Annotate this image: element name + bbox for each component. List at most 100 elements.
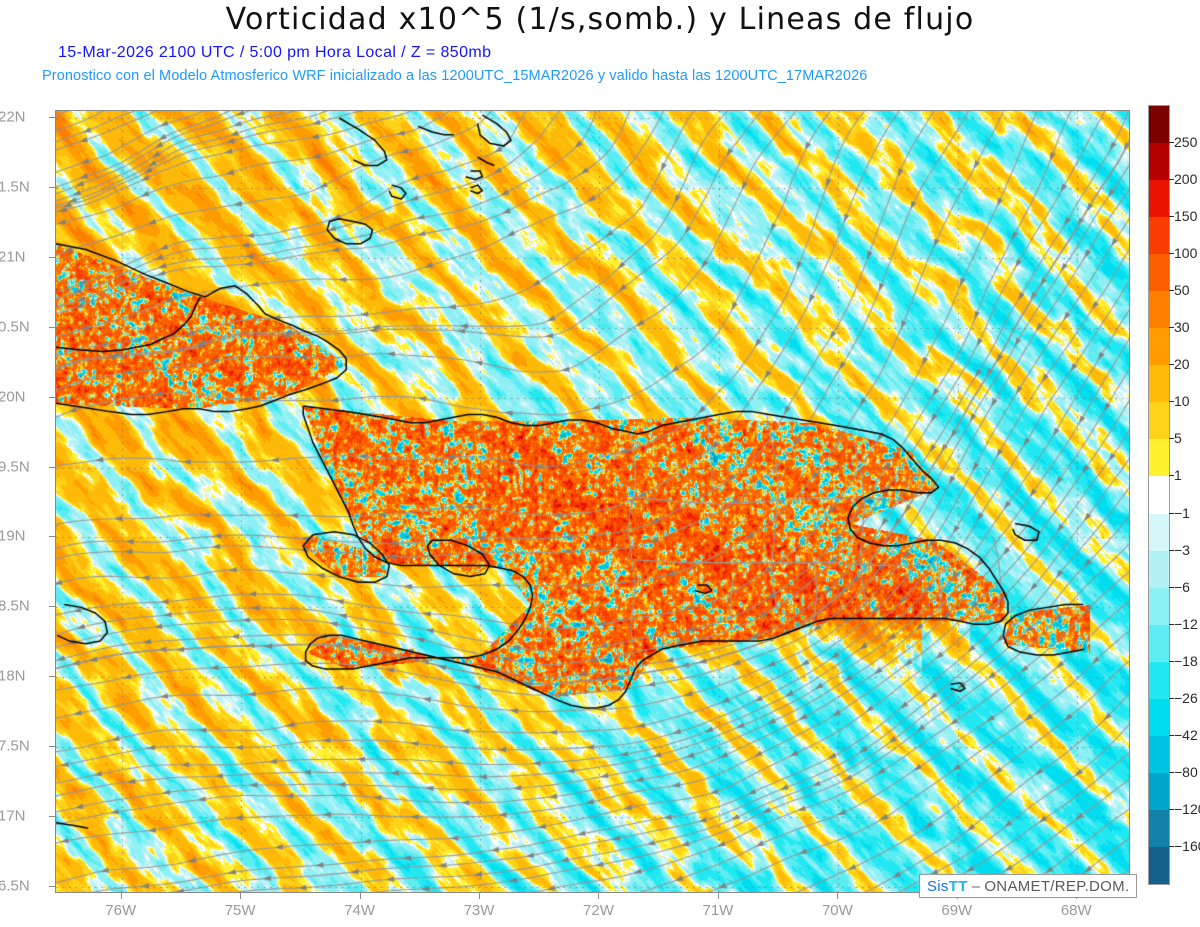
brand-sis-label: Sis <box>927 877 949 895</box>
colorbar-swatch <box>1149 365 1169 403</box>
colorbar-tick-label: 10 <box>1174 393 1190 410</box>
colorbar-tick-label: 150 <box>1174 208 1198 225</box>
colorbar-swatch <box>1149 254 1169 292</box>
colorbar-swatch <box>1149 180 1169 218</box>
x-tick-mark <box>837 893 839 899</box>
y-tick-label: 21N <box>0 248 26 266</box>
x-tick-mark <box>120 893 122 899</box>
colorbar-tick-mark <box>1169 808 1174 810</box>
y-tick-label: 22N <box>0 108 26 126</box>
colorbar-swatch <box>1149 476 1169 514</box>
colorbar-tick-label: −26 <box>1174 689 1198 706</box>
y-tick-label: 8.5N <box>0 597 30 615</box>
y-tick-label: 1.5N <box>0 178 30 196</box>
colorbar-swatch <box>1149 587 1169 625</box>
colorbar-tick-mark <box>1169 327 1174 329</box>
colorbar-tick-mark <box>1169 142 1174 144</box>
x-tick-mark <box>479 893 481 899</box>
colorbar-tick-label: 1 <box>1174 467 1182 484</box>
x-tick-label: 71W <box>702 902 734 919</box>
y-tick-mark <box>49 116 55 118</box>
colorbar-tick-mark <box>1169 512 1174 514</box>
colorbar-swatch <box>1149 772 1169 810</box>
colorbar-tick-mark <box>1169 438 1174 440</box>
x-tick-label: 69W <box>941 902 973 919</box>
colorbar-swatch <box>1149 402 1169 440</box>
colorbar-tick-mark <box>1169 845 1174 847</box>
x-tick-label: 72W <box>583 902 614 919</box>
attribution-badge: Sis TT – ONAMET/REP.DOM. <box>919 874 1138 898</box>
y-tick-mark <box>49 816 55 818</box>
colorbar-tick-mark <box>1169 549 1174 551</box>
colorbar-swatch <box>1149 624 1169 662</box>
x-tick-label: 75W <box>224 902 256 919</box>
x-tick-label: 68W <box>1060 902 1092 919</box>
colorbar-swatch <box>1149 328 1169 366</box>
y-axis-latitude-labels: 22N 1.5N 21N 0.5N 20N 9.5N 19N 8.5N 18N 7.5N 17N 6.… <box>0 108 55 895</box>
y-tick-mark <box>49 676 55 678</box>
colorbar-tick-label: 50 <box>1174 282 1190 299</box>
colorbar-tick-label: −3 <box>1174 541 1190 558</box>
colorbar-tick-label: −6 <box>1174 578 1190 595</box>
x-tick-mark <box>240 893 242 899</box>
x-tick-label: 73W <box>463 902 495 919</box>
y-tick-label: 17N <box>0 807 26 825</box>
x-tick-mark <box>598 893 600 899</box>
y-tick-mark <box>49 186 55 188</box>
colorbar-swatch <box>1149 106 1169 144</box>
colorbar-swatch <box>1149 809 1169 847</box>
colorbar-swatch <box>1149 439 1169 477</box>
colorbar-tick-mark <box>1169 697 1174 699</box>
y-tick-mark <box>49 256 55 258</box>
colorbar-swatch <box>1149 143 1169 181</box>
colorbar-tick-mark <box>1169 734 1174 736</box>
colorbar-tick-label: −1 <box>1174 504 1190 521</box>
colorbar-tick-mark <box>1169 475 1174 477</box>
map-plot-area <box>55 110 1130 893</box>
chart-header: Vorticidad x10^5 (1/s,somb.) y Lineas de… <box>0 0 1200 96</box>
colorbar-tick-label: 250 <box>1174 134 1198 151</box>
colorbar-tick-mark <box>1169 771 1174 773</box>
x-tick-mark <box>359 893 361 899</box>
y-tick-mark <box>49 536 55 538</box>
colorbar-labels: 250 200 150 100 50 30 20 10 5 1 −1 −3 −6 −12 −18 −26 −42… <box>1169 105 1200 885</box>
colorbar-tick-label: 100 <box>1174 245 1198 262</box>
y-tick-label: 18N <box>0 667 26 685</box>
chart-subtitle-datetime: 15-Mar-2026 2100 UTC / 5:00 pm Hora Loca… <box>58 44 492 61</box>
colorbar-tick-label: −120 <box>1174 800 1200 817</box>
x-tick-label: 70W <box>821 902 853 919</box>
colorbar-tick-label: −160 <box>1174 837 1200 854</box>
y-tick-label: 7.5N <box>0 737 30 755</box>
colorbar-tick-mark <box>1169 586 1174 588</box>
colorbar-tick-label: −42 <box>1174 726 1198 743</box>
colorbar-swatch <box>1149 291 1169 329</box>
colorbar-swatch <box>1149 698 1169 736</box>
plot-frame <box>55 110 1130 893</box>
y-tick-mark <box>49 466 55 468</box>
y-tick-label: 9.5N <box>0 458 30 476</box>
y-tick-mark <box>49 396 55 398</box>
colorbar-tick-label: −12 <box>1174 615 1198 632</box>
colorbar-tick-label: 200 <box>1174 171 1198 188</box>
colorbar-tick-mark <box>1169 179 1174 181</box>
x-tick-label: 74W <box>344 902 375 919</box>
y-tick-mark <box>49 606 55 608</box>
y-tick-label: 0.5N <box>0 318 30 336</box>
colorbar-tick-mark <box>1169 364 1174 366</box>
colorbar-swatch <box>1149 217 1169 255</box>
y-tick-label: 6.5N <box>0 877 30 895</box>
colorbar-tick-mark <box>1169 401 1174 403</box>
colorbar-swatch <box>1149 846 1169 884</box>
colorbar-swatch <box>1149 513 1169 551</box>
y-tick-label: 19N <box>0 527 26 545</box>
attribution-separator: – <box>971 877 981 895</box>
chart-subtitle-model: Pronostico con el Modelo Atmosferico WRF… <box>42 68 868 84</box>
colorbar-tick-mark <box>1169 660 1174 662</box>
brand-pi-icon: TT <box>948 877 968 895</box>
colorbar-tick-label: −18 <box>1174 652 1198 669</box>
colorbar <box>1148 105 1170 885</box>
colorbar-swatch <box>1149 550 1169 588</box>
y-tick-label: 20N <box>0 388 26 406</box>
coastline-layer <box>56 111 1129 892</box>
colorbar-tick-mark <box>1169 253 1174 255</box>
